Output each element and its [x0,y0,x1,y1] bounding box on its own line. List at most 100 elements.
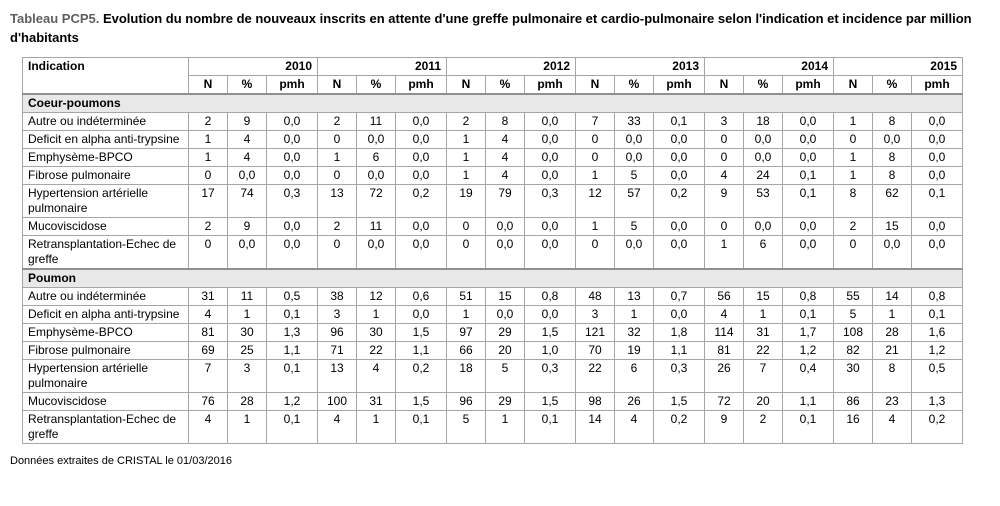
section-header-row: Poumon [22,267,963,288]
subcol-header-pct-2012: % [485,74,525,95]
value-cell: 0,0 [911,165,963,185]
value-cell: 0 [446,216,486,236]
value-cell: 32 [614,322,654,342]
value-cell: 0,0 [524,304,576,324]
value-cell: 1,1 [395,340,447,360]
value-cell: 5 [833,304,873,324]
value-cell: 15 [872,216,912,236]
value-cell: 0,0 [395,304,447,324]
value-cell: 0,3 [524,183,576,218]
value-cell: 20 [485,340,525,360]
value-cell: 7 [188,358,228,393]
subcol-header-pct-2013: % [614,74,654,95]
value-cell: 0,0 [653,129,705,149]
value-cell: 0,0 [524,216,576,236]
value-cell: 51 [446,286,486,306]
value-cell: 4 [485,147,525,167]
value-cell: 0,0 [395,111,447,131]
value-cell: 1 [227,304,267,324]
value-cell: 22 [743,340,783,360]
value-cell: 0,0 [782,147,834,167]
value-cell: 1 [446,147,486,167]
value-cell: 0,0 [524,234,576,270]
row-label: Deficit en alpha anti-trypsine [22,129,189,149]
value-cell: 1 [704,234,744,270]
value-cell: 0 [833,234,873,270]
value-cell: 0,0 [743,129,783,149]
value-cell: 19 [614,340,654,360]
value-cell: 14 [872,286,912,306]
value-cell: 0,0 [782,234,834,270]
header-row-years: Indication 2010 2011 2012 2013 2014 2015 [22,56,963,95]
value-cell: 4 [227,129,267,149]
value-cell: 22 [575,358,615,393]
value-cell: 0,4 [782,358,834,393]
subcol-header-pct-2011: % [356,74,396,95]
value-cell: 0,0 [872,234,912,270]
value-cell: 0,2 [653,183,705,218]
value-cell: 0,2 [911,409,963,444]
value-cell: 20 [743,391,783,411]
row-label: Mucoviscidose [22,391,189,411]
table-title: Tableau PCP5. Evolution du nombre de nou… [10,10,988,48]
value-cell: 17 [188,183,228,218]
value-cell: 0,0 [653,304,705,324]
value-cell: 4 [227,147,267,167]
value-cell: 72 [704,391,744,411]
value-cell: 26 [614,391,654,411]
value-cell: 0,3 [653,358,705,393]
year-header-2010: 2010 [188,56,318,76]
subcol-header-pmh-2011: pmh [395,74,447,95]
value-cell: 18 [743,111,783,131]
value-cell: 0,0 [395,216,447,236]
subcol-header-n-2013: N [575,74,615,95]
year-header-2012: 2012 [446,56,576,76]
value-cell: 81 [704,340,744,360]
table-row: Emphysème-BPCO 81 30 1,3 96 30 1,5 97 29 1,5 121 32… [22,322,963,342]
value-cell: 0,0 [614,234,654,270]
value-cell: 0,0 [395,129,447,149]
value-cell: 0 [446,234,486,270]
row-label: Hypertension artérielle pulmonaire [22,183,189,218]
value-cell: 31 [743,322,783,342]
value-cell: 1 [317,147,357,167]
value-cell: 62 [872,183,912,218]
value-cell: 2 [317,216,357,236]
value-cell: 7 [575,111,615,131]
value-cell: 33 [614,111,654,131]
value-cell: 4 [704,165,744,185]
value-cell: 1 [575,216,615,236]
value-cell: 29 [485,322,525,342]
value-cell: 1 [446,165,486,185]
value-cell: 15 [485,286,525,306]
value-cell: 1 [446,304,486,324]
value-cell: 0,0 [653,234,705,270]
subcol-header-pmh-2010: pmh [266,74,318,95]
value-cell: 1 [872,304,912,324]
value-cell: 11 [227,286,267,306]
section-name-poumon: Poumon [22,267,963,288]
year-header-2015: 2015 [833,56,963,76]
value-cell: 0,0 [356,165,396,185]
table-header: Indication 2010 2011 2012 2013 2014 2015 N% pmh N… [22,56,963,95]
table-row: Mucoviscidose 76 28 1,2 100 31 1,5 96 29 1,5 98 26 1… [22,391,963,411]
row-label: Deficit en alpha anti-trypsine [22,304,189,324]
value-cell: 48 [575,286,615,306]
value-cell: 4 [485,165,525,185]
table-row: Fibrose pulmonaire 0 0,0 0,0 0 0,0 0,0 1 4 0,0 1 5 0… [22,165,963,185]
value-cell: 1,0 [524,340,576,360]
table-row: Emphysème-BPCO 1 4 0,0 1 6 0,0 1 4 0,0 0 0,0 0,0 0 0,0… [22,147,963,167]
value-cell: 26 [704,358,744,393]
value-cell: 57 [614,183,654,218]
value-cell: 1,1 [782,391,834,411]
value-cell: 0 [575,129,615,149]
row-label: Retransplantation-Echec de greffe [22,234,189,270]
table-row: Autre ou indéterminée 2 9 0,0 2 11 0,0 2 8 0,0 7 33… [22,111,963,131]
value-cell: 0,0 [395,147,447,167]
value-cell: 100 [317,391,357,411]
value-cell: 70 [575,340,615,360]
value-cell: 6 [356,147,396,167]
value-cell: 6 [743,234,783,270]
value-cell: 0,0 [266,165,318,185]
value-cell: 0,0 [524,129,576,149]
